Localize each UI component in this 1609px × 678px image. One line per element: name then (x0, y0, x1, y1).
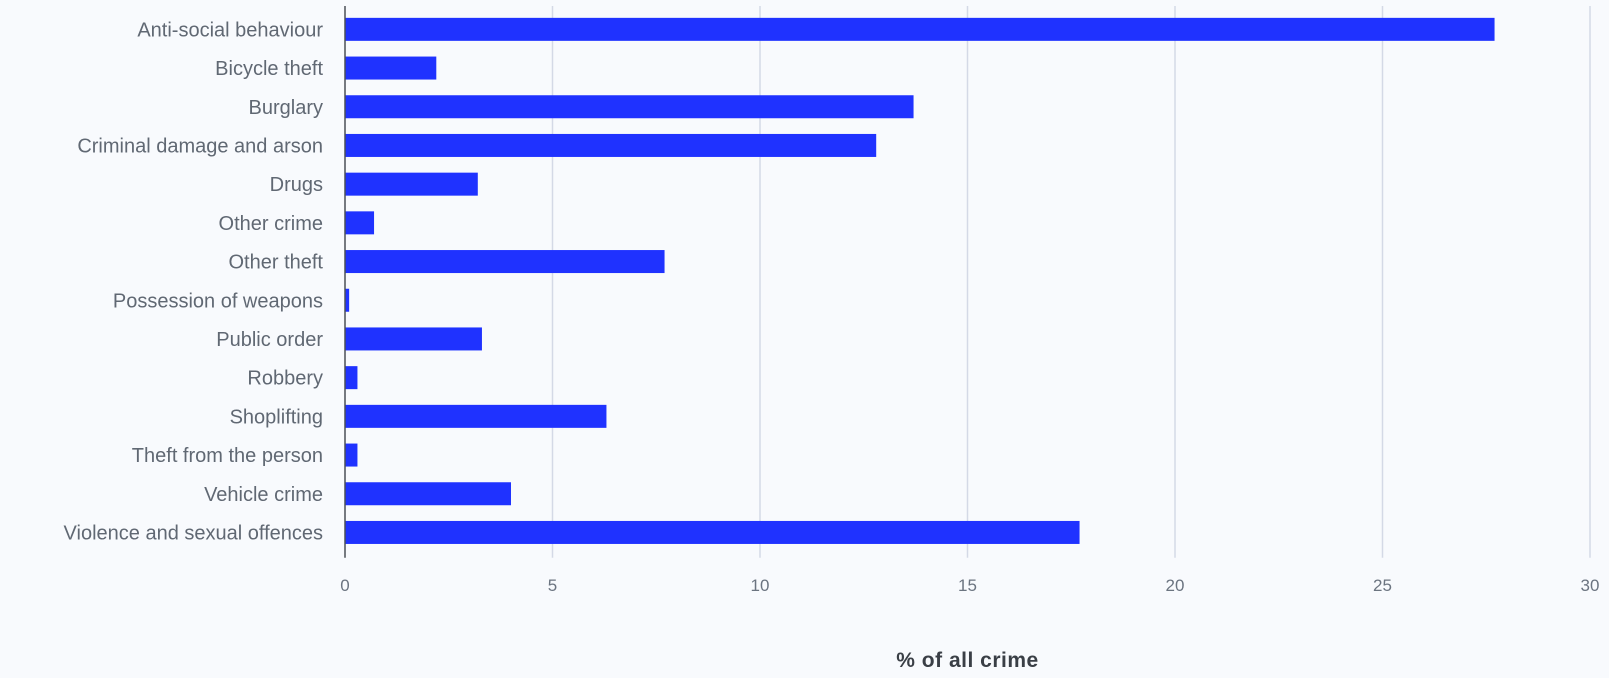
x-tick-label: 0 (340, 576, 349, 595)
bar (345, 250, 665, 274)
x-tick-labels: 0 5 10 15 20 25 30 (340, 576, 1599, 595)
category-labels: Anti-social behaviour Bicycle theft Burgla… (64, 19, 324, 544)
category-label: Violence and sexual offences (64, 522, 323, 544)
bar (345, 404, 607, 428)
bar (345, 443, 358, 467)
x-tick-label: 25 (1373, 576, 1392, 595)
x-tick-label: 5 (548, 576, 557, 595)
category-label: Possession of weapons (113, 290, 323, 312)
bar (345, 482, 511, 506)
bar (345, 211, 375, 235)
category-label: Other theft (229, 252, 324, 274)
category-label: Public order (216, 329, 323, 351)
category-label: Criminal damage and arson (77, 135, 323, 157)
bar (345, 95, 914, 119)
x-tick-label: 10 (751, 576, 770, 595)
category-label: Other crime (219, 213, 323, 235)
bar (345, 133, 877, 157)
bar (345, 17, 1495, 41)
category-label: Burglary (249, 97, 323, 119)
bar (345, 520, 1080, 544)
category-label: Anti-social behaviour (137, 19, 323, 41)
gridlines (551, 6, 1591, 558)
x-axis-title: % of all crime (896, 649, 1038, 672)
bar (345, 327, 482, 351)
category-label: Vehicle crime (204, 484, 323, 506)
bar (345, 288, 350, 312)
category-label: Bicycle theft (215, 58, 323, 80)
bar (345, 366, 358, 390)
category-label: Theft from the person (132, 445, 323, 467)
category-label: Shoplifting (230, 406, 323, 428)
bar (345, 56, 437, 80)
category-label: Drugs (270, 174, 323, 196)
bar (345, 172, 478, 196)
x-tick-label: 30 (1581, 576, 1600, 595)
x-tick-label: 15 (958, 576, 977, 595)
bars (345, 17, 1495, 544)
x-tick-label: 20 (1166, 576, 1185, 595)
category-label: Robbery (247, 368, 323, 390)
